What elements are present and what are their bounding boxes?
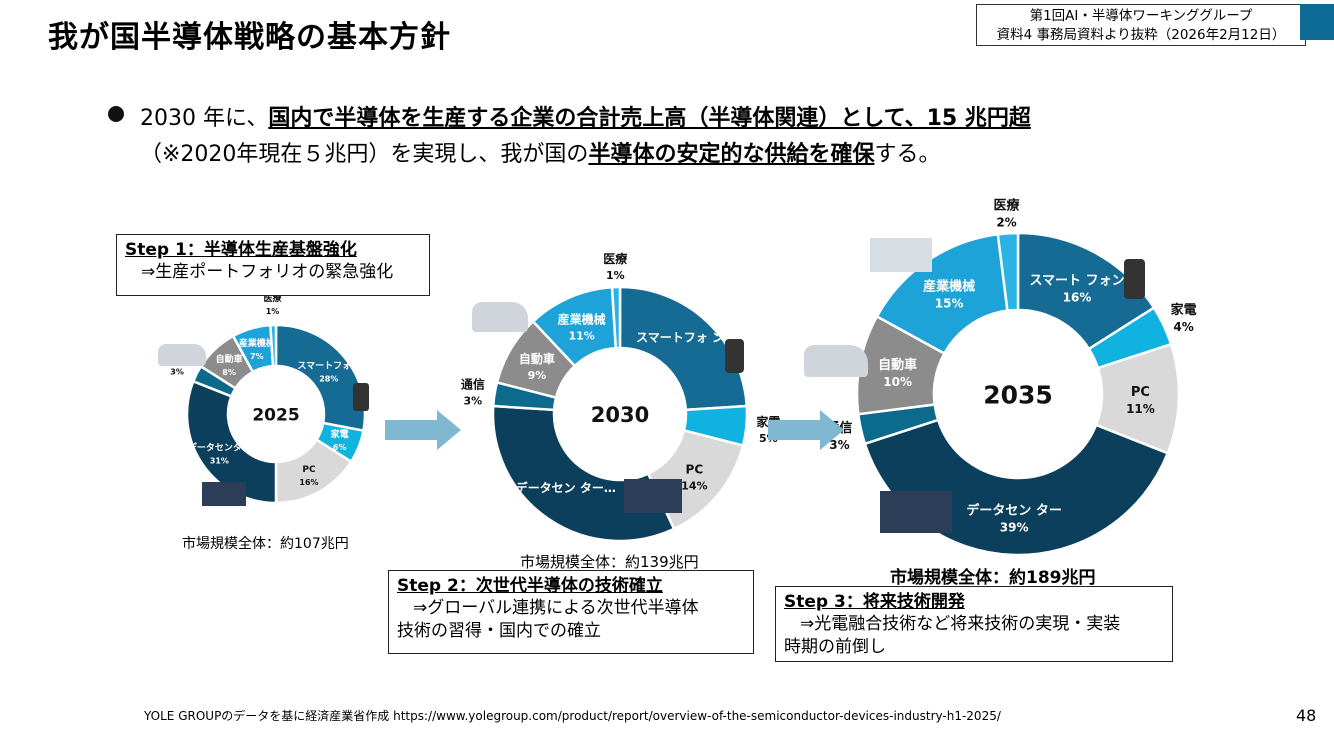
slice-label-3: PC [302,465,316,475]
footer-source: YOLE GROUPのデータを基に経済産業省作成 https://www.yol… [144,709,1001,723]
donut-center-label: 2035 [983,381,1053,410]
slice-label-6: 自動車 [519,351,555,366]
slice-value-6: 9% [528,369,547,382]
slice-8 [996,231,1020,313]
slice-value-1: 28% [319,374,338,383]
step3-body-2: 時期の前倒し [784,637,886,657]
donut-chart-2025: スマートフォン28%家電6%PC16%データセンター31%通信3%自動車8%産業… [168,292,367,505]
step1-box: Step 1：半導体生産基盤強化 ⇒生産ポートフォリオの緊急強化 [116,234,430,296]
slice-value-2: 6% [333,443,347,452]
bullet-icon [108,106,124,122]
slice-1 [618,285,749,412]
slice-label-8: 医療 [603,251,627,266]
step3-box: Step 3：将来技術開発 ⇒光電融合技術など将来技術の実現・実装 時期の前倒し [775,586,1173,662]
source-line-2: 資料4 事務局資料より抜粋（2026年2月12日） [996,27,1286,43]
slice-value-7: 11% [569,329,595,342]
slice-value-3: 16% [299,478,318,487]
slice-label-3: PC [686,463,704,477]
bullet-line-1: 2030 年に、国内で半導体を生産する企業の合計売上高（半導体関連）として、15… [140,100,1031,132]
slice-value-3: 14% [681,480,707,493]
slice-value-5: 3% [170,368,184,377]
slice-label-5: 通信 [461,377,485,392]
bullet-line-2-text-c: する。 [874,142,941,167]
smartphone-image [725,339,744,373]
slice-label-3: PC [1131,385,1150,400]
slice-8 [610,285,622,350]
slice-label-2: 家電 [1171,302,1197,318]
step2-title: Step 2：次世代半導体の技術確立 [397,576,663,596]
slice-4 [863,418,1170,557]
server-image [202,482,246,506]
market-size-2035: 市場規模全体：約189兆円 [890,568,1096,588]
page-number: 48 [1296,706,1317,725]
step2-body-1: ⇒グローバル連携による次世代半導体 [413,598,699,618]
bullet-line-1-emphasis: 国内で半導体を生産する企業の合計売上高（半導体関連）として、15 兆円超 [268,106,1031,131]
slice-label-6: 自動車 [878,357,917,373]
slice-label-1: スマートフォ ン… [636,331,736,345]
smartphone-image [353,383,369,411]
slice-label-8: 医療 [994,197,1021,213]
slice-value-8: 1% [606,269,625,282]
slice-label-7: 産業機械 [558,311,606,326]
step1-body: ⇒生産ポートフォリオの緊急強化 [141,262,394,282]
slice-label-1: スマート フォン [1029,274,1124,289]
car-image [472,302,528,332]
slice-1 [274,323,367,433]
donut-center-label: 2030 [591,403,649,427]
slice-label-7: 産業機械 [923,279,975,295]
step2-box: Step 2：次世代半導体の技術確立 ⇒グローバル連携による次世代半導体 技術の… [388,570,754,654]
step1-title: Step 1：半導体生産基盤強化 [125,240,357,260]
slice-value-7: 15% [935,297,964,311]
server-image [624,479,682,513]
slice-value-7: 7% [250,352,264,361]
market-size-2030: 市場規模全体：約139兆円 [520,553,699,571]
slice-value-6: 8% [222,368,236,377]
slice-value-2: 4% [1173,320,1193,334]
slice-label-4: データセン ター [966,502,1062,518]
step2-body-2: 技術の習得・国内での確立 [397,621,601,641]
bullet-line-1-text: 2030 年に、 [140,106,269,131]
slice-value-4: 39% [1000,520,1029,534]
slice-label-4: データセン ター… [516,480,616,495]
bullet-line-2-text-a: （※2020年現在５兆円）を実現し、我が国の [140,142,589,167]
bullet-line-2-emphasis: 半導体の安定的な供給を確保 [588,142,875,167]
slice-value-3: 11% [1126,402,1155,416]
slice-value-6: 10% [883,375,912,389]
donut-center-label: 2025 [252,405,299,425]
car-image [804,345,868,377]
step3-body-1: ⇒光電融合技術など将来技術の実現・実装 [800,614,1121,634]
slice-value-8: 1% [266,307,280,316]
slice-label-4: データセンター [188,442,251,454]
page-title: 我が国半導体戦略の基本方針 [48,20,451,55]
slice-label-2: 家電 [331,428,349,440]
step3-title: Step 3：将来技術開発 [784,592,965,612]
corner-accent [1300,4,1334,40]
source-reference-box: 第1回AI・半導体ワーキンググループ 資料4 事務局資料より抜粋（2026年2月… [976,4,1306,46]
market-size-2025: 市場規模全体：約107兆円 [182,536,349,552]
car-image [158,344,206,366]
slice-label-6: 自動車 [216,353,243,365]
smartphone-image [1124,259,1145,299]
arrow-right-icon-2 [768,410,844,450]
server-image [880,491,952,533]
slice-value-1: 16% [1063,291,1092,305]
slice-value-4: 31% [210,457,229,466]
slice-value-8: 2% [996,215,1016,229]
bullet-line-2: （※2020年現在５兆円）を実現し、我が国の半導体の安定的な供給を確保する。 [140,136,940,168]
slice-value-5: 3% [829,438,849,452]
slice-label-7: 産業機械 [239,337,275,349]
slice-8 [269,323,278,368]
arrow-right-icon-1 [385,410,461,450]
factory-image [870,238,932,272]
slice-value-5: 3% [463,395,482,408]
slice-label-1: スマートフォン [297,360,360,371]
source-line-1: 第1回AI・半導体ワーキンググループ [1029,8,1253,24]
